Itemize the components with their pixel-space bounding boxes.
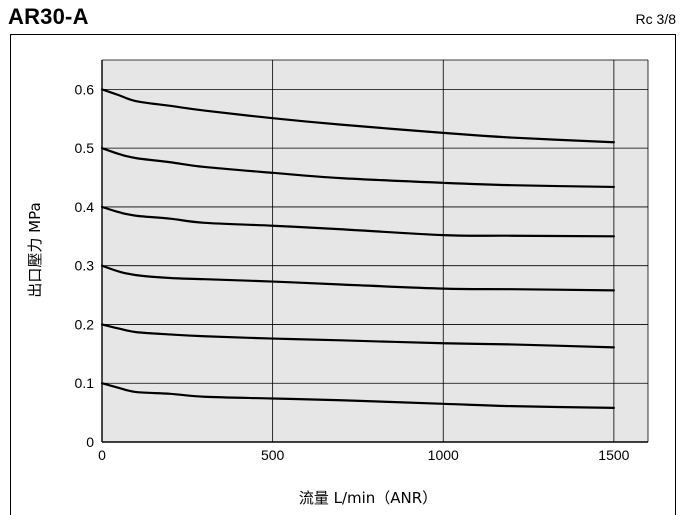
series-line-1 <box>100 88 615 144</box>
y-tick-label-4: 0.4 <box>75 199 95 215</box>
series-line-3 <box>100 205 615 238</box>
grid-lines <box>102 60 648 442</box>
y-tick-label-2: 0.2 <box>75 316 95 332</box>
x-tick-label-3: 1500 <box>598 447 629 463</box>
series-group <box>100 88 615 410</box>
chart-title: AR30-A <box>8 4 89 29</box>
series-line-5 <box>100 323 615 349</box>
axes <box>101 59 649 443</box>
plot-area <box>102 60 648 442</box>
y-tick-label-3: 0.3 <box>75 258 95 274</box>
y-tick-label-1: 0.1 <box>75 375 95 391</box>
y-tick-label-6: 0.6 <box>75 81 95 97</box>
x-tick-label-2: 1000 <box>428 447 459 463</box>
series-line-2 <box>100 147 615 189</box>
chart-frame <box>10 34 676 515</box>
chart-header: AR30-A Rc 3/8 <box>0 0 686 36</box>
x-axis-label: 流量 L/min（ANR） <box>299 489 437 507</box>
x-tick-labels: 0 500 1000 1500 <box>98 447 630 463</box>
y-tick-label-5: 0.5 <box>75 140 95 156</box>
series-line-6 <box>100 382 615 410</box>
series-line-4 <box>100 264 615 292</box>
port-size-label: Rc 3/8 <box>635 11 676 27</box>
x-tick-label-1: 500 <box>261 447 285 463</box>
y-tick-labels: 0 0.1 0.2 0.3 0.4 0.5 0.6 <box>75 81 95 450</box>
y-tick-label-0: 0 <box>86 434 94 450</box>
y-axis-label: 出口壓力 MPa <box>26 202 44 297</box>
x-tick-label-0: 0 <box>98 447 106 463</box>
